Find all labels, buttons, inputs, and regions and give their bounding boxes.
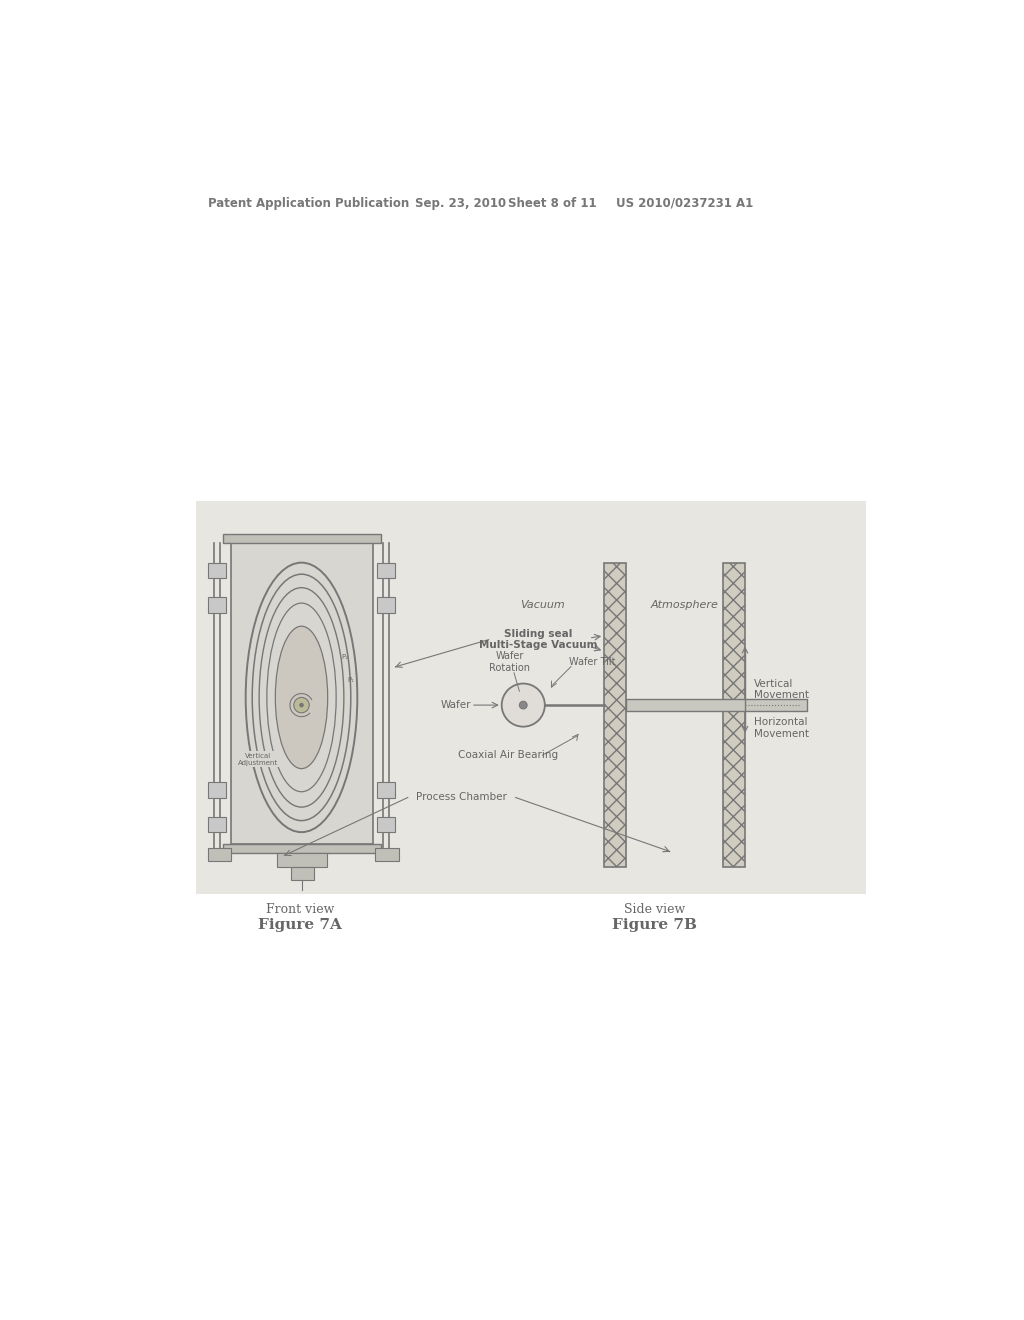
- Circle shape: [502, 684, 545, 726]
- Bar: [208, 781, 226, 797]
- Circle shape: [519, 701, 527, 709]
- Bar: [276, 853, 327, 867]
- Bar: [376, 849, 398, 861]
- Circle shape: [294, 697, 309, 713]
- Bar: [208, 562, 226, 578]
- Text: Figure 7A: Figure 7A: [258, 917, 342, 932]
- Text: Vacuum: Vacuum: [520, 601, 565, 610]
- Text: Vertical
Adjustment: Vertical Adjustment: [238, 752, 278, 766]
- Bar: [208, 817, 226, 832]
- Text: P₁: P₁: [348, 677, 354, 682]
- Bar: [724, 562, 745, 867]
- Bar: [291, 867, 313, 880]
- Bar: [230, 544, 373, 843]
- Text: Process Chamber: Process Chamber: [416, 792, 507, 803]
- Bar: [208, 597, 226, 612]
- Bar: [223, 843, 381, 853]
- Bar: [377, 817, 395, 832]
- Bar: [626, 700, 807, 711]
- Bar: [604, 562, 626, 867]
- Text: US 2010/0237231 A1: US 2010/0237231 A1: [615, 197, 753, 210]
- Text: Wafer Tilt: Wafer Tilt: [569, 656, 616, 667]
- Text: Figure 7B: Figure 7B: [611, 917, 696, 932]
- Ellipse shape: [275, 626, 328, 768]
- Bar: [377, 597, 395, 612]
- Text: Atmosphere: Atmosphere: [651, 601, 719, 610]
- Bar: [196, 502, 866, 894]
- Bar: [377, 781, 395, 797]
- Text: Front view: Front view: [266, 903, 334, 916]
- Text: Coaxial Air Bearing: Coaxial Air Bearing: [458, 750, 558, 760]
- Text: Sheet 8 of 11: Sheet 8 of 11: [508, 197, 597, 210]
- Text: Vertical
Movement: Vertical Movement: [755, 678, 809, 701]
- Bar: [223, 535, 381, 544]
- Circle shape: [299, 702, 304, 708]
- Text: Wafer: Wafer: [440, 700, 471, 710]
- Text: P₂: P₂: [342, 653, 348, 660]
- Text: Side view: Side view: [624, 903, 685, 916]
- Text: Wafer
Rotation: Wafer Rotation: [488, 651, 529, 673]
- Bar: [208, 849, 230, 861]
- Text: Sliding seal
Multi-Stage Vacuum: Sliding seal Multi-Stage Vacuum: [479, 628, 598, 651]
- Bar: [377, 562, 395, 578]
- Text: Sep. 23, 2010: Sep. 23, 2010: [416, 197, 507, 210]
- Text: Horizontal
Movement: Horizontal Movement: [755, 717, 809, 739]
- Text: Patent Application Publication: Patent Application Publication: [208, 197, 409, 210]
